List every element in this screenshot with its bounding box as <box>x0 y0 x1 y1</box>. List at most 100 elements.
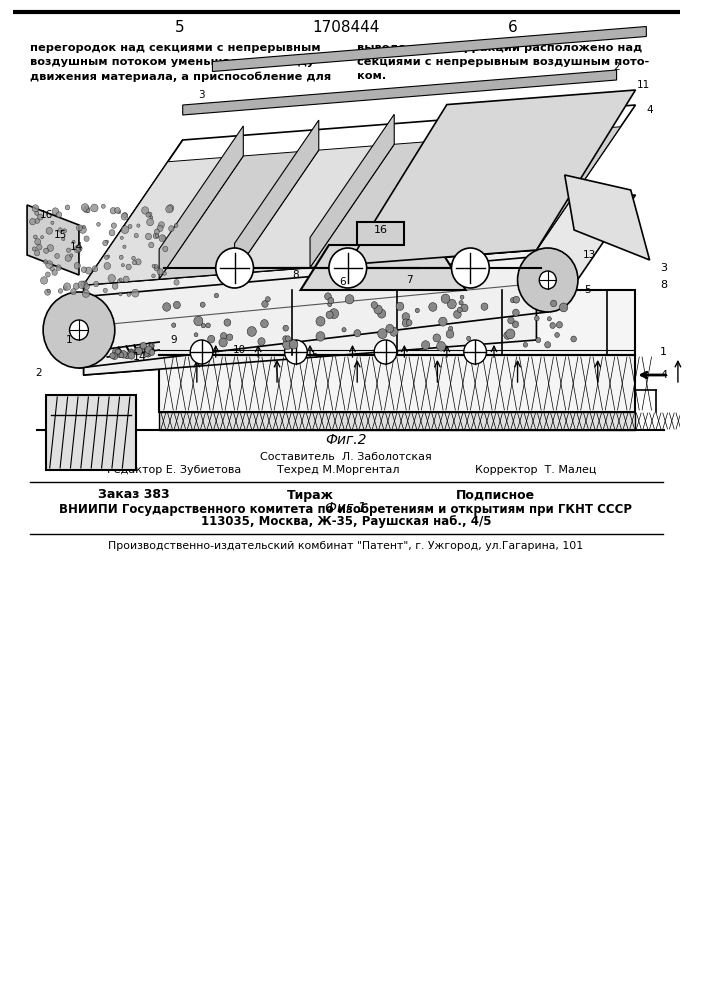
Polygon shape <box>565 175 650 260</box>
Circle shape <box>534 316 539 321</box>
Text: 14: 14 <box>133 352 147 362</box>
Polygon shape <box>461 103 545 256</box>
Circle shape <box>152 264 156 268</box>
Circle shape <box>464 340 486 364</box>
Circle shape <box>371 302 378 308</box>
Circle shape <box>258 338 265 345</box>
Text: 5: 5 <box>175 20 185 35</box>
Circle shape <box>460 295 464 299</box>
Text: вывода легкой фракции расположено над: вывода легкой фракции расположено над <box>357 43 643 53</box>
Circle shape <box>316 332 325 341</box>
Circle shape <box>97 222 100 226</box>
Circle shape <box>112 348 119 355</box>
Circle shape <box>219 338 228 347</box>
Polygon shape <box>159 150 319 279</box>
Text: Составитель  Л. Заболотская: Составитель Л. Заболотская <box>260 452 432 462</box>
Circle shape <box>441 294 450 303</box>
Text: 2: 2 <box>35 368 42 378</box>
Circle shape <box>190 340 213 364</box>
Circle shape <box>226 334 233 341</box>
Circle shape <box>378 329 387 339</box>
Circle shape <box>415 308 419 313</box>
Circle shape <box>504 332 511 339</box>
Circle shape <box>120 236 123 239</box>
Circle shape <box>433 334 440 342</box>
Polygon shape <box>385 108 469 262</box>
Polygon shape <box>385 133 545 262</box>
Circle shape <box>90 204 98 212</box>
Circle shape <box>513 309 519 316</box>
Circle shape <box>159 235 165 242</box>
Text: Заказ 383: Заказ 383 <box>98 488 170 502</box>
Text: 1708444: 1708444 <box>312 20 380 35</box>
Circle shape <box>146 233 151 240</box>
Circle shape <box>83 206 90 213</box>
Circle shape <box>119 292 122 296</box>
Circle shape <box>112 283 118 289</box>
Circle shape <box>110 353 115 359</box>
Circle shape <box>354 330 361 337</box>
Circle shape <box>128 349 134 356</box>
Circle shape <box>329 248 367 288</box>
Polygon shape <box>83 195 636 375</box>
Circle shape <box>448 299 456 309</box>
Circle shape <box>83 225 86 228</box>
Circle shape <box>328 298 334 304</box>
Text: 16: 16 <box>40 210 52 220</box>
Circle shape <box>117 353 122 358</box>
Circle shape <box>115 207 120 213</box>
Text: перегородок над секциями с непрерывным: перегородок над секциями с непрерывным <box>30 43 320 53</box>
Circle shape <box>136 224 140 227</box>
Circle shape <box>342 328 346 332</box>
Circle shape <box>46 227 52 234</box>
Text: Производственно-издательский комбинат "Патент", г. Ужгород, ул.Гагарина, 101: Производственно-издательский комбинат "П… <box>108 541 583 551</box>
Circle shape <box>105 255 108 259</box>
Text: 15: 15 <box>54 230 66 240</box>
Circle shape <box>154 229 159 234</box>
Circle shape <box>81 281 88 288</box>
Circle shape <box>402 319 410 327</box>
Circle shape <box>107 255 110 258</box>
Circle shape <box>76 225 82 231</box>
Circle shape <box>154 266 159 271</box>
Circle shape <box>467 336 471 341</box>
Circle shape <box>47 245 54 251</box>
Circle shape <box>286 336 291 341</box>
Circle shape <box>127 293 131 296</box>
Circle shape <box>150 216 153 219</box>
Circle shape <box>523 342 527 347</box>
Circle shape <box>446 330 454 338</box>
Circle shape <box>536 337 541 343</box>
Text: 11: 11 <box>636 80 650 90</box>
Circle shape <box>547 317 551 321</box>
Text: 8: 8 <box>293 270 299 280</box>
Circle shape <box>550 323 556 328</box>
Circle shape <box>452 248 489 288</box>
Circle shape <box>57 212 62 218</box>
Circle shape <box>84 236 89 241</box>
Circle shape <box>124 353 130 359</box>
Circle shape <box>132 289 139 297</box>
Circle shape <box>119 255 123 259</box>
Circle shape <box>46 261 53 268</box>
Circle shape <box>374 305 382 314</box>
Text: 9: 9 <box>170 335 177 345</box>
Circle shape <box>47 289 50 292</box>
Circle shape <box>157 269 163 275</box>
Circle shape <box>506 329 515 339</box>
Polygon shape <box>83 156 243 285</box>
Circle shape <box>173 301 180 309</box>
Circle shape <box>428 303 437 311</box>
Circle shape <box>122 212 127 218</box>
Text: воздушным потоком уменьшается по ходу: воздушным потоком уменьшается по ходу <box>30 57 314 67</box>
Circle shape <box>144 352 149 357</box>
Text: ком.: ком. <box>357 71 387 81</box>
Circle shape <box>86 267 92 274</box>
Circle shape <box>145 346 152 354</box>
Circle shape <box>45 272 50 277</box>
Circle shape <box>396 302 404 311</box>
Circle shape <box>51 221 54 224</box>
Circle shape <box>454 310 461 318</box>
Circle shape <box>103 288 107 293</box>
Polygon shape <box>83 250 537 375</box>
